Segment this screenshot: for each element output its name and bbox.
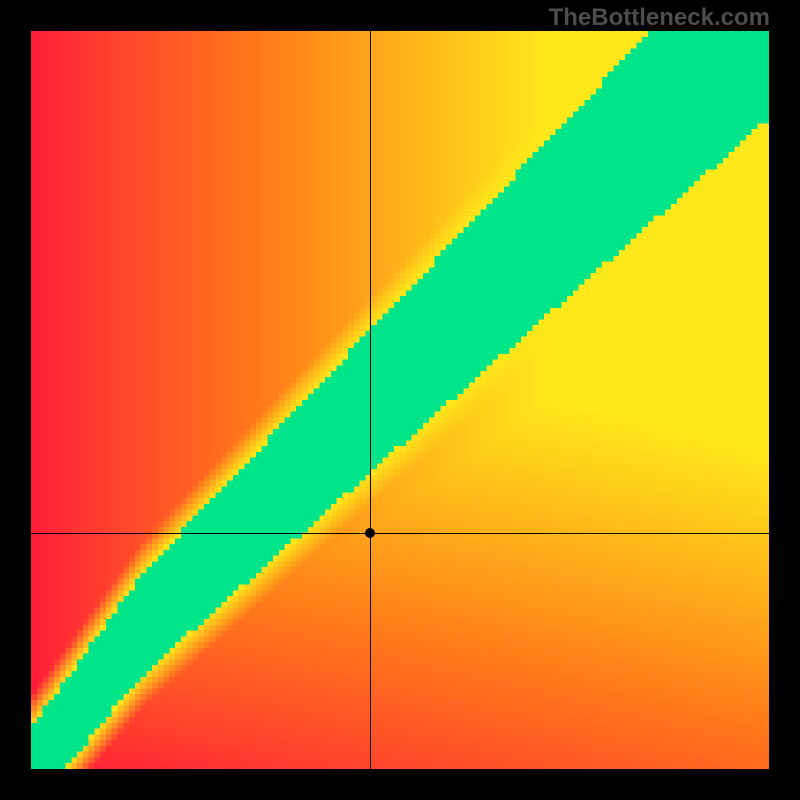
heatmap-canvas (31, 31, 769, 769)
watermark-text: TheBottleneck.com (549, 4, 770, 32)
crosshair-vertical (370, 31, 371, 769)
crosshair-horizontal (31, 533, 769, 534)
chart-container: TheBottleneck.com (0, 0, 800, 800)
